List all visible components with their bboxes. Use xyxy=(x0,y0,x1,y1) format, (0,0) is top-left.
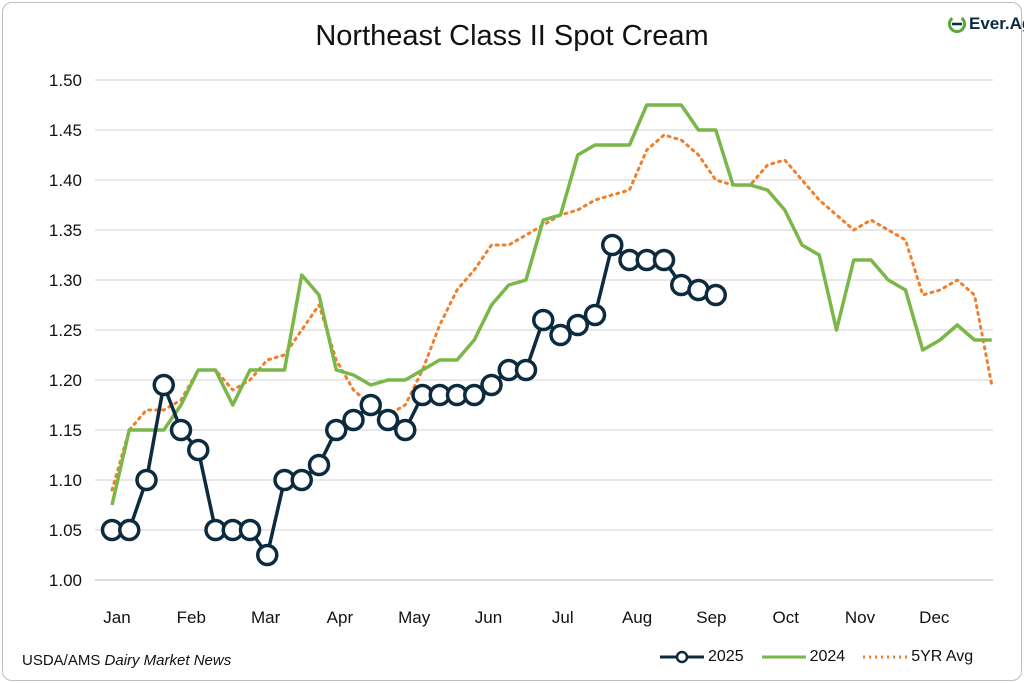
data-point-2025 xyxy=(152,373,175,397)
y-tick-label: 1.10 xyxy=(49,471,82,490)
data-point-2025 xyxy=(256,543,279,567)
y-tick-label: 1.20 xyxy=(49,371,82,390)
x-tick-label: Feb xyxy=(177,608,206,627)
series-line-5yr-avg xyxy=(110,133,994,492)
data-point-2025 xyxy=(601,233,624,257)
legend-line-2024-icon xyxy=(761,655,806,659)
data-point-2025 xyxy=(238,518,262,542)
data-point-2025 xyxy=(290,468,313,492)
data-point-2025 xyxy=(325,418,348,442)
legend-item-5yr-avg: 5YR Avg xyxy=(863,648,973,666)
data-point-2025 xyxy=(307,453,331,477)
legend: 2025 2024 5YR Avg xyxy=(660,648,973,666)
data-point-2025 xyxy=(359,393,382,417)
y-tick-label: 1.00 xyxy=(49,571,82,590)
x-tick-label: Mar xyxy=(251,608,281,627)
y-tick-label: 1.45 xyxy=(49,121,82,140)
legend-label: 5YR Avg xyxy=(911,648,974,665)
y-tick-label: 1.25 xyxy=(49,321,82,340)
x-tick-label: May xyxy=(398,608,431,627)
source-note: USDA/AMS Dairy Market News xyxy=(22,652,231,669)
x-tick-label: Jan xyxy=(103,608,130,627)
x-tick-label: Dec xyxy=(919,608,950,627)
data-point-2025 xyxy=(566,313,589,337)
data-point-2025 xyxy=(463,383,486,407)
x-tick-label: Sep xyxy=(696,608,726,627)
data-point-2025 xyxy=(549,323,572,347)
data-point-2025 xyxy=(652,248,676,272)
data-point-2025 xyxy=(118,518,141,542)
data-point-2025 xyxy=(480,373,503,397)
y-tick-label: 1.30 xyxy=(49,271,82,290)
legend-item-2025: 2025 xyxy=(660,648,744,666)
data-point-2025 xyxy=(187,438,210,462)
y-tick-label: 1.35 xyxy=(49,221,82,240)
y-tick-label: 1.50 xyxy=(49,71,82,90)
legend-line-5yr-icon xyxy=(863,655,908,659)
legend-item-2024: 2024 xyxy=(761,648,846,666)
data-point-2025 xyxy=(376,408,400,432)
chart-title: Northeast Class II Spot Cream xyxy=(315,20,709,52)
logo-swirl-icon xyxy=(948,15,966,33)
data-point-2025 xyxy=(514,358,538,382)
x-tick-label: Apr xyxy=(327,608,354,627)
source-prefix: USDA/AMS xyxy=(22,652,105,669)
series-line-2024 xyxy=(110,103,992,506)
data-point-2025 xyxy=(532,308,555,332)
x-tick-label: Oct xyxy=(772,608,799,627)
x-tick-label: Nov xyxy=(845,608,876,627)
x-tick-label: Jul xyxy=(552,608,574,627)
data-point-2025 xyxy=(704,283,727,307)
data-point-2025 xyxy=(583,303,607,327)
data-point-2025 xyxy=(394,418,417,442)
y-tick-label: 1.15 xyxy=(49,421,82,440)
legend-label: 2024 xyxy=(809,648,846,665)
x-tick-label: Jun xyxy=(475,608,502,627)
data-point-2025 xyxy=(135,468,158,492)
ever-ag-logo: Ever.Ag xyxy=(948,14,1024,34)
legend-marker-2025-icon xyxy=(660,650,704,664)
x-tick-label: Aug xyxy=(622,608,652,627)
legend-label: 2025 xyxy=(708,648,744,665)
data-point-2025 xyxy=(169,418,193,442)
logo-text: Ever.Ag xyxy=(969,14,1024,33)
source-italic: Dairy Market News xyxy=(104,652,232,669)
y-tick-label: 1.05 xyxy=(49,521,82,540)
data-point-2025 xyxy=(342,408,365,432)
y-tick-label: 1.40 xyxy=(49,171,82,190)
